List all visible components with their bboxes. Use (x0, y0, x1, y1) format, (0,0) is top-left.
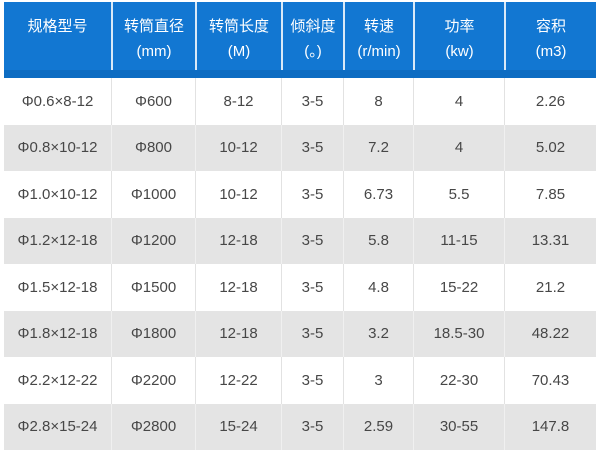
table-cell: 3-5 (281, 357, 343, 404)
table-cell: 3-5 (281, 217, 343, 264)
table-cell: 3-5 (281, 310, 343, 357)
header-unit: (r/min) (357, 43, 401, 60)
table-cell: 13.31 (504, 217, 596, 264)
table-cell: 10-12 (195, 124, 281, 171)
table-cell: 4 (413, 78, 504, 125)
header-unit: (M) (227, 43, 251, 60)
table-cell: 4 (413, 124, 504, 171)
header-unit: (。) (304, 43, 322, 60)
header-cell-speed: 转速 (r/min) (343, 2, 413, 70)
table-cell: Φ1500 (111, 264, 195, 311)
table-cell: 48.22 (504, 310, 596, 357)
table-cell: Φ600 (111, 78, 195, 125)
table-cell: Φ2800 (111, 403, 195, 450)
table-cell: Φ2200 (111, 357, 195, 404)
header-cell-inclination: 倾斜度 (。) (281, 2, 343, 70)
table-cell: 22-30 (413, 357, 504, 404)
spec-table: 规格型号 转筒直径 (mm) 转筒长度 (M) 倾斜度 (。) 转速 (r/mi… (4, 2, 596, 450)
table-row: Φ1.5×12-18 Φ1500 12-18 3-5 4.8 15-22 21.… (4, 264, 596, 311)
table-cell: Φ1.8×12-18 (17, 325, 98, 343)
table-cell: 5.8 (343, 217, 413, 264)
table-cell: 8-12 (195, 78, 281, 125)
table-cell: Φ1800 (111, 310, 195, 357)
table-cell: 18.5-30 (413, 310, 504, 357)
table-cell: 5.02 (504, 124, 596, 171)
header-label: 规格型号 (27, 18, 88, 35)
table-cell: 12-18 (195, 217, 281, 264)
header-cell-power: 功率 (kw) (413, 2, 504, 70)
table-cell: 8 (343, 78, 413, 125)
table-cell: 7.85 (504, 171, 596, 218)
table-cell: 15-22 (413, 264, 504, 311)
table-cell: 3.2 (343, 310, 413, 357)
table-row: Φ0.8×10-12 Φ800 10-12 3-5 7.2 4 5.02 (4, 124, 596, 171)
header-unit: (kw) (445, 43, 474, 60)
table-cell: Φ1.0×10-12 (17, 185, 98, 203)
header-label: 转筒长度 (208, 18, 269, 35)
table-cell: 12-22 (195, 357, 281, 404)
table-cell: 3-5 (281, 171, 343, 218)
table-cell: 30-55 (413, 403, 504, 450)
table-cell: 12-18 (195, 310, 281, 357)
header-cell-model: 规格型号 (4, 2, 111, 70)
table-cell: 3-5 (281, 403, 343, 450)
table-cell: 15-24 (195, 403, 281, 450)
table-cell: Φ1200 (111, 217, 195, 264)
table-cell: 4.8 (343, 264, 413, 311)
table-cell: 2.26 (504, 78, 596, 125)
table-row: Φ0.6×8-12 Φ600 8-12 3-5 8 4 2.26 (4, 78, 596, 125)
table-cell: 5.5 (413, 171, 504, 218)
table-cell: 10-12 (195, 171, 281, 218)
header-label: 转筒直径 (123, 18, 184, 35)
table-cell: 3-5 (281, 124, 343, 171)
table-cell: Φ2.8×15-24 (17, 418, 98, 436)
table-cell: 12-18 (195, 264, 281, 311)
header-unit: (mm) (136, 43, 172, 60)
table-cell: 3-5 (281, 264, 343, 311)
table-row: Φ2.2×12-22 Φ2200 12-22 3-5 3 22-30 70.43 (4, 357, 596, 404)
table-cell: Φ0.6×8-12 (21, 92, 94, 110)
table-cell: 3-5 (281, 78, 343, 125)
table-row: Φ1.8×12-18 Φ1800 12-18 3-5 3.2 18.5-30 4… (4, 310, 596, 357)
table-header-row: 规格型号 转筒直径 (mm) 转筒长度 (M) 倾斜度 (。) 转速 (r/mi… (4, 2, 596, 70)
table-cell: Φ1000 (111, 171, 195, 218)
table-cell: 147.8 (504, 403, 596, 450)
table-cell: 70.43 (504, 357, 596, 404)
header-unit: (m3) (535, 43, 567, 60)
header-cell-drum-diameter: 转筒直径 (mm) (111, 2, 195, 70)
header-label: 倾斜度 (290, 18, 336, 35)
table-cell: Φ1.2×12-18 (17, 232, 98, 250)
table-cell: 6.73 (343, 171, 413, 218)
table-cell: 7.2 (343, 124, 413, 171)
header-label: 容积 (535, 18, 566, 35)
table-cell: 3 (343, 357, 413, 404)
table-cell: Φ2.2×12-22 (17, 371, 98, 389)
header-cell-drum-length: 转筒长度 (M) (195, 2, 281, 70)
table-cell: 21.2 (504, 264, 596, 311)
table-cell: 2.59 (343, 403, 413, 450)
table-cell: Φ1.5×12-18 (17, 278, 98, 296)
table-cell: Φ0.8×10-12 (17, 139, 98, 157)
header-label: 功率 (444, 18, 475, 35)
table-row: Φ1.2×12-18 Φ1200 12-18 3-5 5.8 11-15 13.… (4, 217, 596, 264)
table-row: Φ2.8×15-24 Φ2800 15-24 3-5 2.59 30-55 14… (4, 403, 596, 450)
table-cell: 11-15 (413, 217, 504, 264)
table-row: Φ1.0×10-12 Φ1000 10-12 3-5 6.73 5.5 7.85 (4, 171, 596, 218)
header-cell-volume: 容积 (m3) (504, 2, 596, 70)
table-cell: Φ800 (111, 124, 195, 171)
header-label: 转速 (363, 18, 394, 35)
header-bottom-band (4, 70, 596, 78)
